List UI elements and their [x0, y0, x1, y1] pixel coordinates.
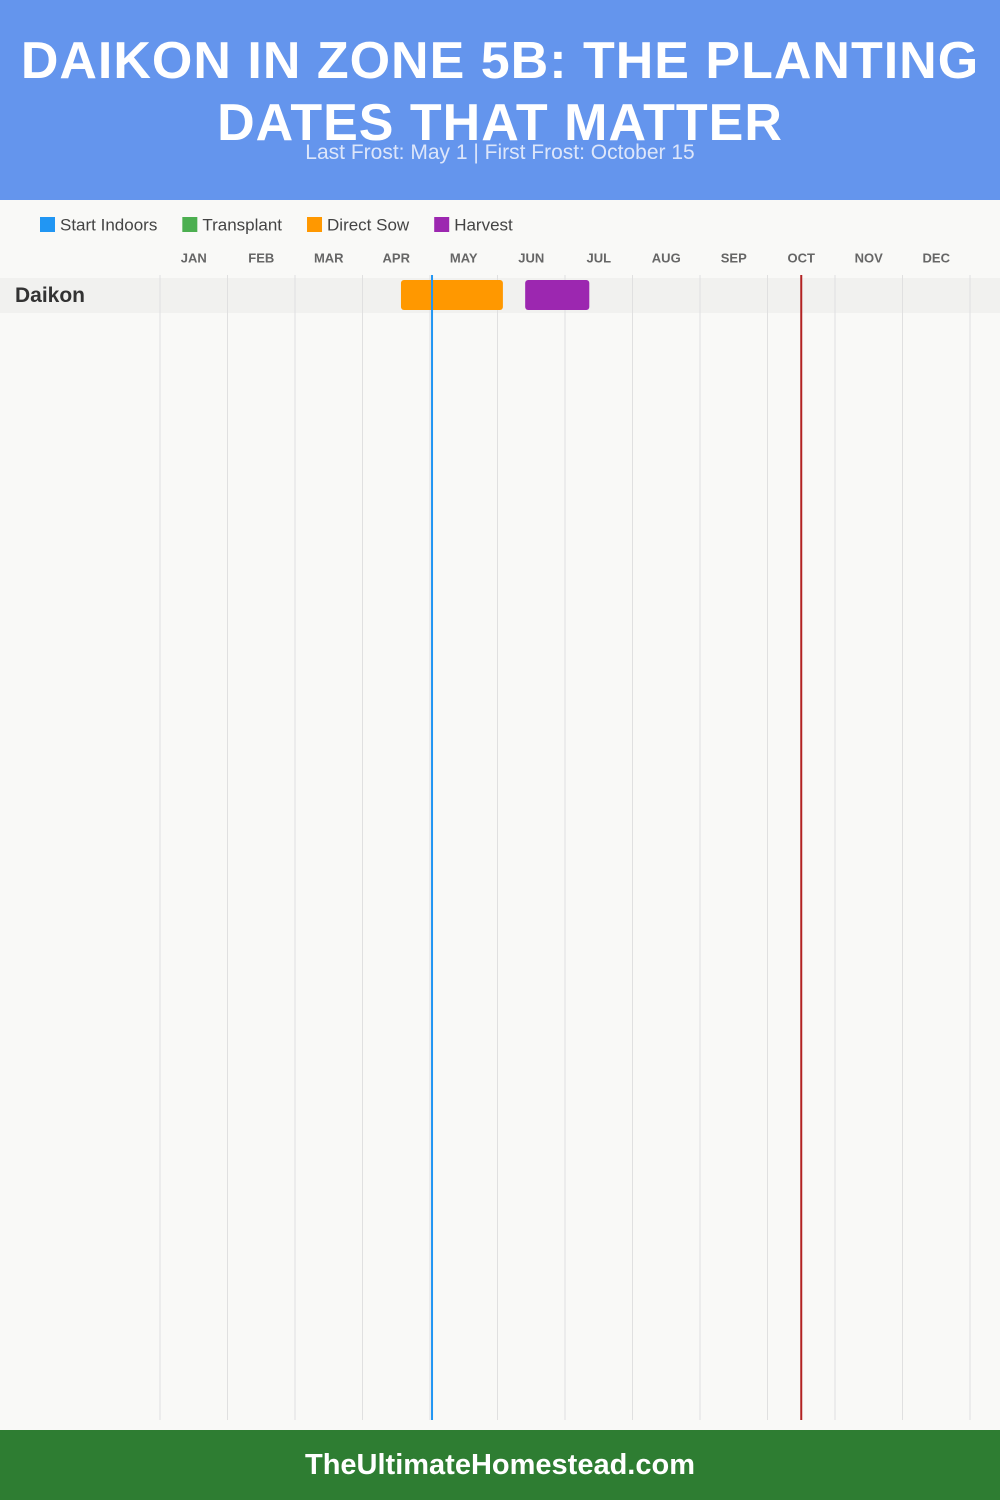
legend-label: Direct Sow: [327, 215, 410, 234]
x-tick-label: AUG: [652, 250, 681, 265]
chart: Start Indoors Transplant Direct Sow Harvest…: [0, 215, 1000, 1420]
x-tick-label: MAR: [314, 250, 344, 265]
legend-label: Harvest: [454, 215, 513, 234]
x-tick-label: DEC: [923, 250, 951, 265]
legend-swatch: [182, 217, 198, 232]
x-tick-label: OCT: [788, 250, 816, 265]
chart-subtitle: Last Frost: May 1 | First Frost: October…: [305, 141, 695, 164]
row-label: Daikon: [15, 284, 85, 307]
legend-swatch: [434, 217, 450, 232]
x-tick-label: JAN: [181, 250, 207, 265]
x-tick-label: MAY: [450, 250, 478, 265]
legend-label: Transplant: [202, 215, 282, 234]
x-tick-label: JUL: [586, 250, 611, 265]
legend-swatch: [307, 217, 323, 232]
bar: [525, 280, 590, 310]
x-tick-label: FEB: [248, 250, 274, 265]
x-tick-label: NOV: [855, 250, 884, 265]
header: DAIKON IN ZONE 5B: THE PLANTING DATES TH…: [0, 0, 1000, 200]
x-tick-label: JUN: [518, 250, 544, 265]
legend-label: Start Indoors: [60, 215, 157, 234]
chart-title: DAIKON IN ZONE 5B: THE PLANTING DATES TH…: [20, 32, 980, 152]
footer: TheUltimateHomestead.com: [0, 1430, 1000, 1500]
x-tick-label: SEP: [721, 250, 747, 265]
bar: [400, 280, 503, 310]
x-tick-label: APR: [383, 250, 411, 265]
legend-swatch: [40, 217, 55, 232]
